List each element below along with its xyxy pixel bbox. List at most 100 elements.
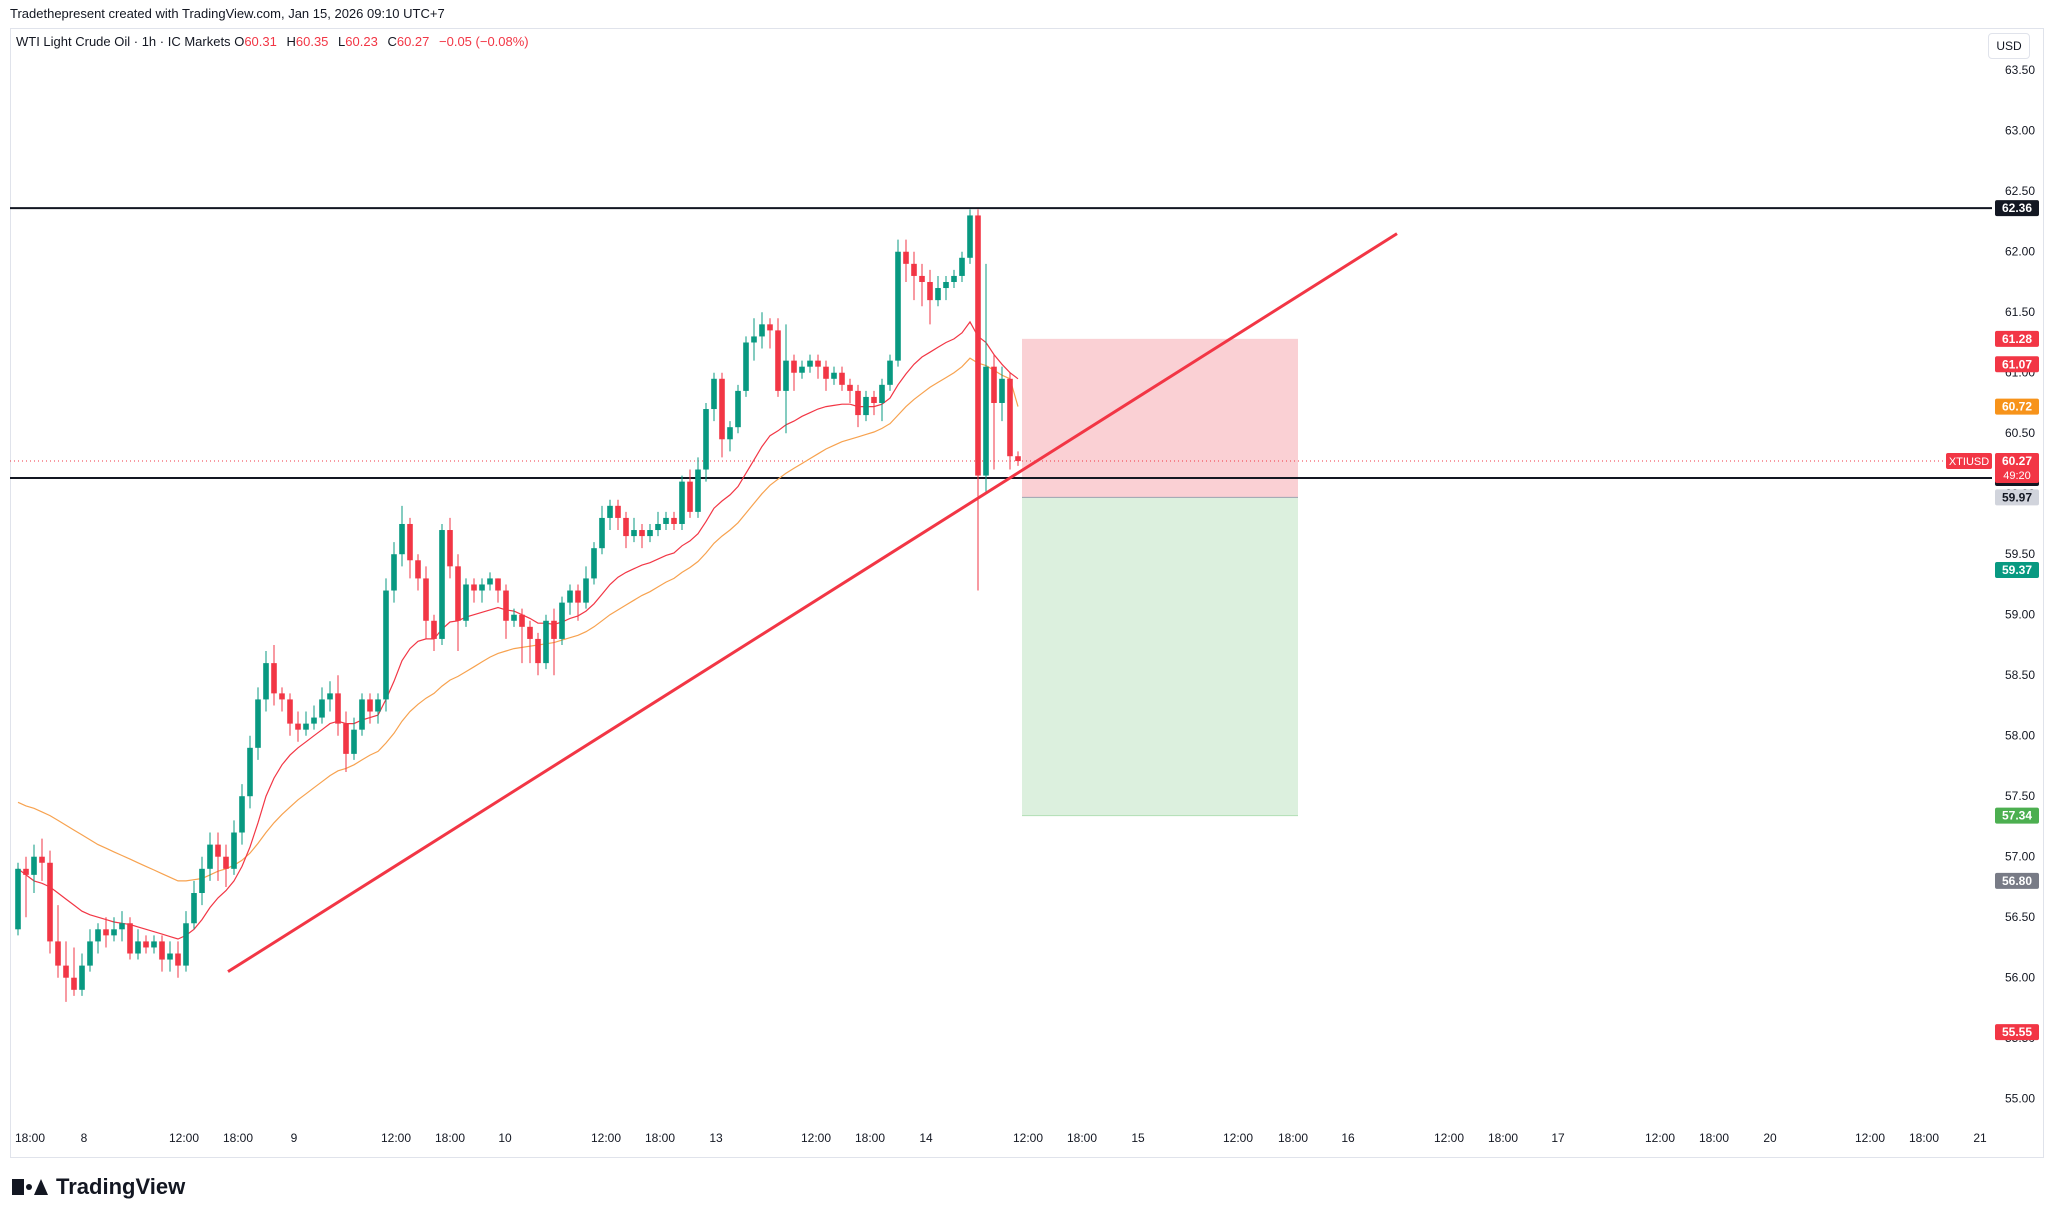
candle	[679, 475, 685, 531]
x-tick-label: 18:00	[855, 1131, 885, 1145]
candle-body	[231, 832, 237, 869]
candle-body	[799, 366, 805, 373]
candle-body	[703, 409, 709, 470]
high-value: 60.35	[295, 34, 329, 49]
candle	[159, 935, 165, 972]
candle	[119, 911, 125, 942]
candle	[815, 354, 821, 379]
candle	[327, 681, 333, 712]
candle-body	[927, 281, 933, 301]
candle-body	[783, 360, 789, 391]
currency-button[interactable]: USD	[1988, 33, 2030, 59]
x-tick-label: 12:00	[169, 1131, 199, 1145]
candle	[567, 584, 573, 615]
candle-body	[807, 360, 813, 367]
candle-body	[847, 384, 853, 391]
candle-body	[559, 602, 565, 639]
brand-name: TradingView	[56, 1174, 186, 1199]
candle	[463, 578, 469, 627]
candle-body	[151, 941, 157, 948]
candle	[927, 269, 933, 325]
stop-loss-zone	[1022, 338, 1298, 498]
candle	[983, 263, 989, 494]
take-profit-zone	[1022, 497, 1298, 816]
x-tick-label: 20	[1763, 1131, 1777, 1145]
candle	[639, 523, 645, 549]
price-tag	[1995, 872, 2039, 889]
candle-body	[143, 941, 149, 948]
candle-body	[351, 729, 357, 754]
candle-body	[367, 699, 373, 712]
candle	[959, 251, 965, 282]
candle	[663, 511, 669, 531]
candle	[407, 517, 413, 579]
candle	[143, 935, 149, 954]
candle-body	[895, 251, 901, 361]
y-tick-label: 55.00	[2005, 1092, 2035, 1106]
candle	[871, 390, 877, 416]
candle-body	[775, 330, 781, 391]
close-value: 60.27	[396, 34, 430, 49]
moving-average-slow	[17, 357, 1019, 882]
candle	[527, 620, 533, 664]
candle	[319, 687, 325, 724]
candle-body	[239, 796, 245, 833]
candle-body	[951, 275, 957, 282]
candle	[615, 499, 621, 531]
symbol-name: WTI Light Crude Oil · 1h · IC Markets	[16, 34, 231, 49]
candle-body	[191, 893, 197, 924]
candle	[655, 511, 661, 537]
candle-body	[479, 584, 485, 591]
x-tick-label: 18:00	[1488, 1131, 1518, 1145]
price-tag	[1995, 330, 2039, 347]
candle	[271, 644, 277, 706]
tradingview-logo[interactable]: TradingView	[12, 1174, 185, 1200]
trendline	[227, 232, 1398, 973]
candle-body	[887, 360, 893, 385]
candle-body	[319, 699, 325, 718]
candle-body	[103, 929, 109, 936]
x-tick-label: 12:00	[1223, 1131, 1253, 1145]
candle	[287, 693, 293, 736]
x-tick-label: 12:00	[801, 1131, 831, 1145]
candle-body	[431, 620, 437, 639]
x-tick-label: 18:00	[15, 1131, 45, 1145]
candle-body	[127, 923, 133, 954]
candle	[351, 717, 357, 760]
candle-body	[527, 626, 533, 639]
candle	[31, 844, 37, 894]
candle-body	[711, 378, 717, 410]
candle	[247, 735, 253, 809]
x-tick-label: 21	[1973, 1131, 1987, 1145]
candle-body	[687, 481, 693, 512]
candle-body	[175, 953, 181, 966]
candle	[767, 318, 773, 349]
x-tick-label: 18:00	[223, 1131, 253, 1145]
candle-body	[415, 560, 421, 579]
candle	[535, 632, 541, 676]
candle	[71, 947, 77, 996]
symbol-legend[interactable]: WTI Light Crude Oil · 1h · IC Markets O6…	[16, 34, 529, 49]
candle	[95, 923, 101, 954]
y-tick-label: 59.00	[2005, 608, 2035, 622]
candle-body	[47, 862, 53, 942]
candle	[103, 917, 109, 948]
candle-body	[223, 856, 229, 869]
candle	[311, 705, 317, 730]
candle	[1015, 451, 1021, 466]
low-label: L	[338, 34, 346, 49]
candle-body	[359, 699, 365, 730]
candle	[543, 614, 549, 670]
candle	[439, 523, 445, 645]
candle	[399, 505, 405, 567]
x-tick-label: 14	[919, 1131, 933, 1145]
candle-body	[767, 324, 773, 331]
candle-body	[199, 868, 205, 894]
candle	[895, 239, 901, 367]
x-tick-label: 18:00	[1909, 1131, 1939, 1145]
candle-body	[831, 372, 837, 379]
candle-body	[791, 360, 797, 373]
x-tick-label: 12:00	[381, 1131, 411, 1145]
candle	[903, 239, 909, 282]
